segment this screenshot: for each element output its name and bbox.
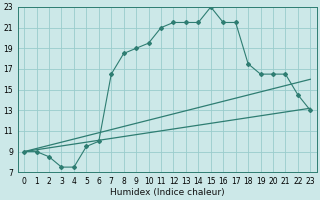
X-axis label: Humidex (Indice chaleur): Humidex (Indice chaleur) [110,188,225,197]
